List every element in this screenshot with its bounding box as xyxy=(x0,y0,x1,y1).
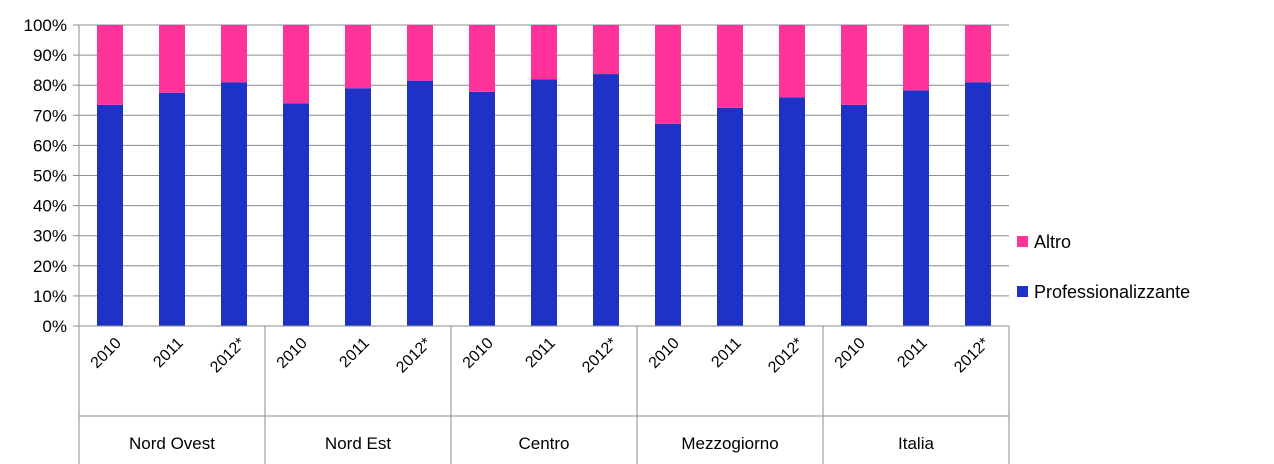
group-label: Mezzogiorno xyxy=(681,434,778,453)
y-tick-label: 80% xyxy=(33,76,67,95)
y-tick-label: 0% xyxy=(42,317,67,336)
x-tick-label: 2011 xyxy=(894,335,930,371)
legend-label: Altro xyxy=(1034,232,1071,252)
bar-professionalizzante xyxy=(159,92,185,326)
bar-professionalizzante xyxy=(593,74,619,326)
bar-altro xyxy=(283,25,309,104)
bar-professionalizzante xyxy=(407,80,433,326)
x-tick-label: 2011 xyxy=(522,335,558,371)
bar-professionalizzante xyxy=(97,104,123,326)
bar-altro xyxy=(841,25,867,105)
legend-swatch xyxy=(1017,236,1028,247)
y-tick-label: 30% xyxy=(33,227,67,246)
bar-altro xyxy=(903,25,929,91)
bar-altro xyxy=(655,25,681,124)
x-tick-label: 2011 xyxy=(708,335,744,371)
bar-altro xyxy=(97,25,123,105)
bar-professionalizzante xyxy=(717,107,743,327)
bar-professionalizzante xyxy=(655,123,681,326)
bar-altro xyxy=(593,25,619,75)
x-tick-label: 2012* xyxy=(207,335,249,377)
x-tick-label: 2010 xyxy=(88,335,125,372)
x-tick-label: 2012* xyxy=(393,335,435,377)
legend: Altro Professionalizzante xyxy=(1017,232,1190,302)
x-tick-label: 2010 xyxy=(460,335,497,372)
bar-altro xyxy=(717,25,743,108)
bar-altro xyxy=(779,25,805,98)
group-label: Italia xyxy=(898,434,934,453)
x-tick-label: 2010 xyxy=(274,335,311,372)
y-tick-label: 10% xyxy=(33,287,67,306)
axes xyxy=(78,25,1010,464)
bar-altro xyxy=(531,25,557,80)
bar-altro xyxy=(221,25,247,83)
y-tick-label: 60% xyxy=(33,136,67,155)
legend-swatch xyxy=(1017,286,1028,297)
bar-professionalizzante xyxy=(469,91,495,327)
bar-altro xyxy=(469,25,495,92)
y-tick-label: 20% xyxy=(33,257,67,276)
y-tick-label: 90% xyxy=(33,46,67,65)
bar-professionalizzante xyxy=(903,90,929,326)
x-tick-label: 2012* xyxy=(951,335,993,377)
x-tick-label: 2012* xyxy=(765,335,807,377)
bar-professionalizzante xyxy=(779,97,805,327)
y-tick-label: 70% xyxy=(33,106,67,125)
bar-altro xyxy=(407,25,433,81)
x-tick-label: 2010 xyxy=(832,335,869,372)
bar-altro xyxy=(965,25,991,83)
x-tick-label: 2012* xyxy=(579,335,621,377)
bar-altro xyxy=(159,25,185,93)
bar-professionalizzante xyxy=(531,79,557,327)
x-tick-label: 2011 xyxy=(336,335,372,371)
bar-professionalizzante xyxy=(221,82,247,326)
group-label: Centro xyxy=(518,434,569,453)
group-label: Nord Ovest xyxy=(129,434,215,453)
x-tick-label: 2011 xyxy=(150,335,186,371)
bar-professionalizzante xyxy=(283,103,309,326)
y-tick-label: 100% xyxy=(24,16,67,35)
group-label: Nord Est xyxy=(325,434,391,453)
x-axis-labels: 2010 2011 2012* 2010 2011 2012* 2010 2011 2012* 2… xyxy=(88,335,993,453)
y-tick-label: 40% xyxy=(33,197,67,216)
y-axis-tick-labels: 0% 10% 20% 30% 40% 50% 60% 70% 80% 90% 100% xyxy=(24,16,67,336)
bars xyxy=(97,25,991,327)
bar-professionalizzante xyxy=(965,82,991,326)
bar-professionalizzante xyxy=(841,104,867,326)
x-tick-label: 2010 xyxy=(646,335,683,372)
legend-label: Professionalizzante xyxy=(1034,282,1190,302)
bar-professionalizzante xyxy=(345,88,371,327)
y-tick-label: 50% xyxy=(33,167,67,186)
bar-altro xyxy=(345,25,371,89)
